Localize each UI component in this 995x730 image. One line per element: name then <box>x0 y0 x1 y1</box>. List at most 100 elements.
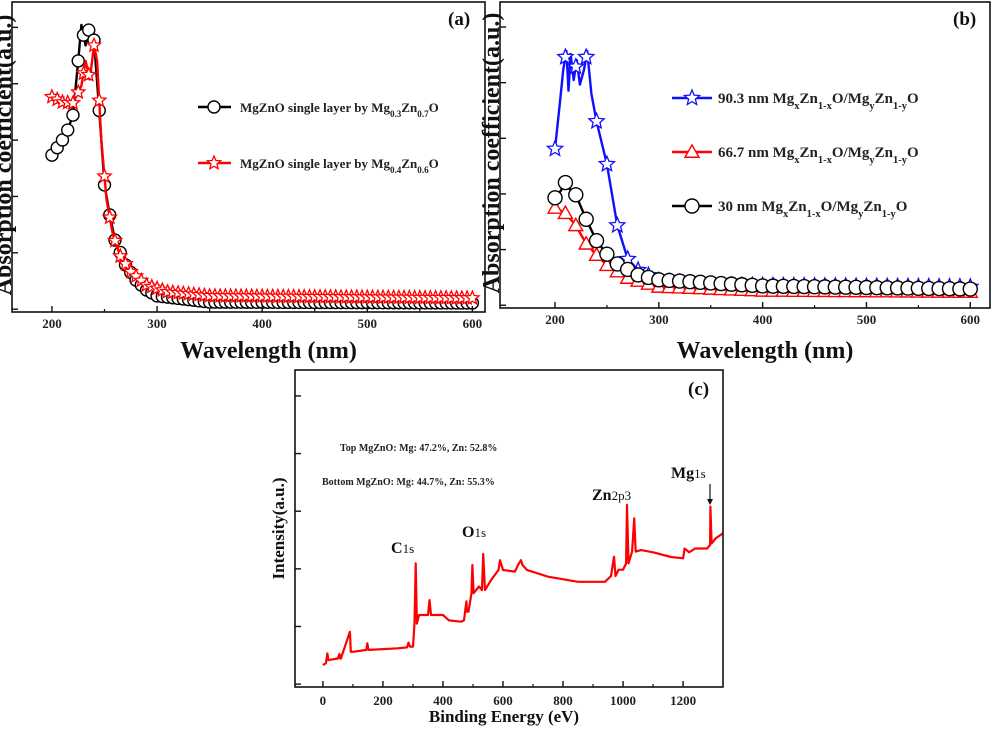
peak-label: O1s <box>462 524 486 541</box>
composition-annotation-top: Top MgZnO: Mg: 47.2%, Zn: 52.8% <box>340 443 497 454</box>
text-span: O/Mg <box>821 199 859 215</box>
data-point-marker <box>117 255 134 271</box>
x-tick-label: 200 <box>373 693 393 708</box>
plot-frame-a <box>11 1 486 313</box>
x-tick-label: 600 <box>961 312 981 327</box>
data-point-marker <box>588 232 605 249</box>
composition-annotation-bottom: Bottom MgZnO: Mg: 44.7%, Zn: 55.3% <box>322 477 495 488</box>
y-axis-title: Absorption coefficient(a.u.) <box>479 13 505 294</box>
text-span: O <box>429 156 439 171</box>
peak-element: Zn <box>592 487 612 504</box>
text-span: O/Mg <box>832 91 870 107</box>
x-tick-label: 1200 <box>670 693 696 708</box>
legend-label: 30 nm MgxZn1-xO/MgyZn1-yO <box>718 199 907 220</box>
panel-label: (b) <box>953 9 976 30</box>
data-point-marker <box>599 246 615 262</box>
plot-frame-b <box>499 1 991 309</box>
subscript: 1-x <box>818 101 833 112</box>
text-span: O <box>429 100 439 115</box>
peak-label: C1s <box>391 540 414 557</box>
series-line-a-1 <box>51 44 473 300</box>
peak-element: Mg <box>671 465 694 482</box>
text-span: MgZnO single layer by Mg <box>240 156 390 171</box>
data-point-marker <box>71 54 85 68</box>
text-span: Zn <box>875 145 894 161</box>
text-span: 90.3 nm Mg <box>718 91 795 107</box>
data-point-marker <box>545 139 565 157</box>
peak-label: Mg1s <box>671 465 706 482</box>
data-point-marker <box>568 187 584 203</box>
x-tick-label: 200 <box>42 316 62 331</box>
plot-frame-c <box>294 369 724 688</box>
text-span: O <box>907 145 919 161</box>
x-tick-label: 500 <box>857 312 877 327</box>
data-point-marker <box>464 289 481 306</box>
legend-label: MgZnO single layer by Mg0.3Zn0.7O <box>240 100 439 119</box>
text-span: O <box>907 91 919 107</box>
data-point-marker <box>962 281 978 297</box>
subscript: 1-y <box>893 155 908 166</box>
text-span: Zn <box>401 156 418 171</box>
legend-label: 66.7 nm MgxZn1-xO/MgyZn1-yO <box>718 145 919 166</box>
data-point-marker <box>577 47 596 65</box>
x-tick-label: 600 <box>493 693 513 708</box>
subscript: y <box>869 155 875 166</box>
x-tick-label: 400 <box>252 316 272 331</box>
text-span: Zn <box>800 145 819 161</box>
panel-c: C1s O1s Zn2p3 Mg1s <box>294 369 724 688</box>
legend-marker-star <box>205 154 223 171</box>
peak-orbital: 2p3 <box>612 488 632 503</box>
data-point-marker <box>556 47 575 65</box>
subscript: x <box>794 155 800 166</box>
peak-element: C <box>391 540 403 557</box>
data-point-marker <box>578 211 594 227</box>
x-axis-title: Wavelength (nm) <box>677 338 854 364</box>
data-point-marker <box>101 208 119 225</box>
y-axis-title: Absorption coefficient(a.u.) <box>0 15 17 296</box>
legend-marker-circle <box>207 100 221 114</box>
x-tick-label: 400 <box>433 693 453 708</box>
data-point-marker <box>85 36 103 53</box>
arrow-head-icon <box>707 499 713 505</box>
data-point-marker <box>111 247 129 264</box>
legend-marker-triangle <box>683 143 701 158</box>
data-point-marker <box>587 111 606 130</box>
subscript: 1-x <box>818 155 833 166</box>
data-point-marker <box>106 231 124 248</box>
subscript: 0.7 <box>417 109 429 119</box>
text-span: MgZnO single layer by Mg <box>240 100 390 115</box>
data-point-marker <box>597 154 617 173</box>
subscript: y <box>869 101 875 112</box>
subscript: x <box>794 101 800 112</box>
data-point-marker <box>80 66 98 82</box>
data-point-marker <box>557 204 574 220</box>
text-span: Zn <box>788 199 807 215</box>
subscript: 0.4 <box>390 165 402 175</box>
x-tick-label: 300 <box>147 316 167 331</box>
text-span: Zn <box>875 91 894 107</box>
panel-label: (c) <box>688 379 709 400</box>
data-point-marker <box>546 199 564 214</box>
subscript: y <box>858 209 864 220</box>
x-tick-label: 800 <box>553 693 573 708</box>
subscript: 1-x <box>807 209 822 220</box>
x-tick-label: 500 <box>358 316 378 331</box>
text-span: 66.7 nm Mg <box>718 145 795 161</box>
subscript: 1-y <box>893 101 908 112</box>
legend-marker-star <box>682 88 702 106</box>
legend-label: 90.3 nm MgxZn1-xO/MgyZn1-yO <box>718 91 919 112</box>
data-point-marker <box>70 83 87 100</box>
series-line-c-0 <box>322 503 724 667</box>
x-tick-label: 0 <box>320 693 327 708</box>
x-axis-title: Wavelength (nm) <box>180 338 357 364</box>
data-point-marker <box>66 108 80 122</box>
series-line-b-0 <box>553 49 971 289</box>
data-point-marker <box>557 174 574 191</box>
data-point-marker <box>91 91 108 108</box>
x-tick-label: 600 <box>463 316 483 331</box>
data-point-marker <box>61 123 75 137</box>
subscript: x <box>783 209 789 220</box>
panel-a <box>11 1 486 313</box>
peak-element: O <box>462 524 474 541</box>
y-axis-title: Intensity(a.u.) <box>269 477 288 579</box>
